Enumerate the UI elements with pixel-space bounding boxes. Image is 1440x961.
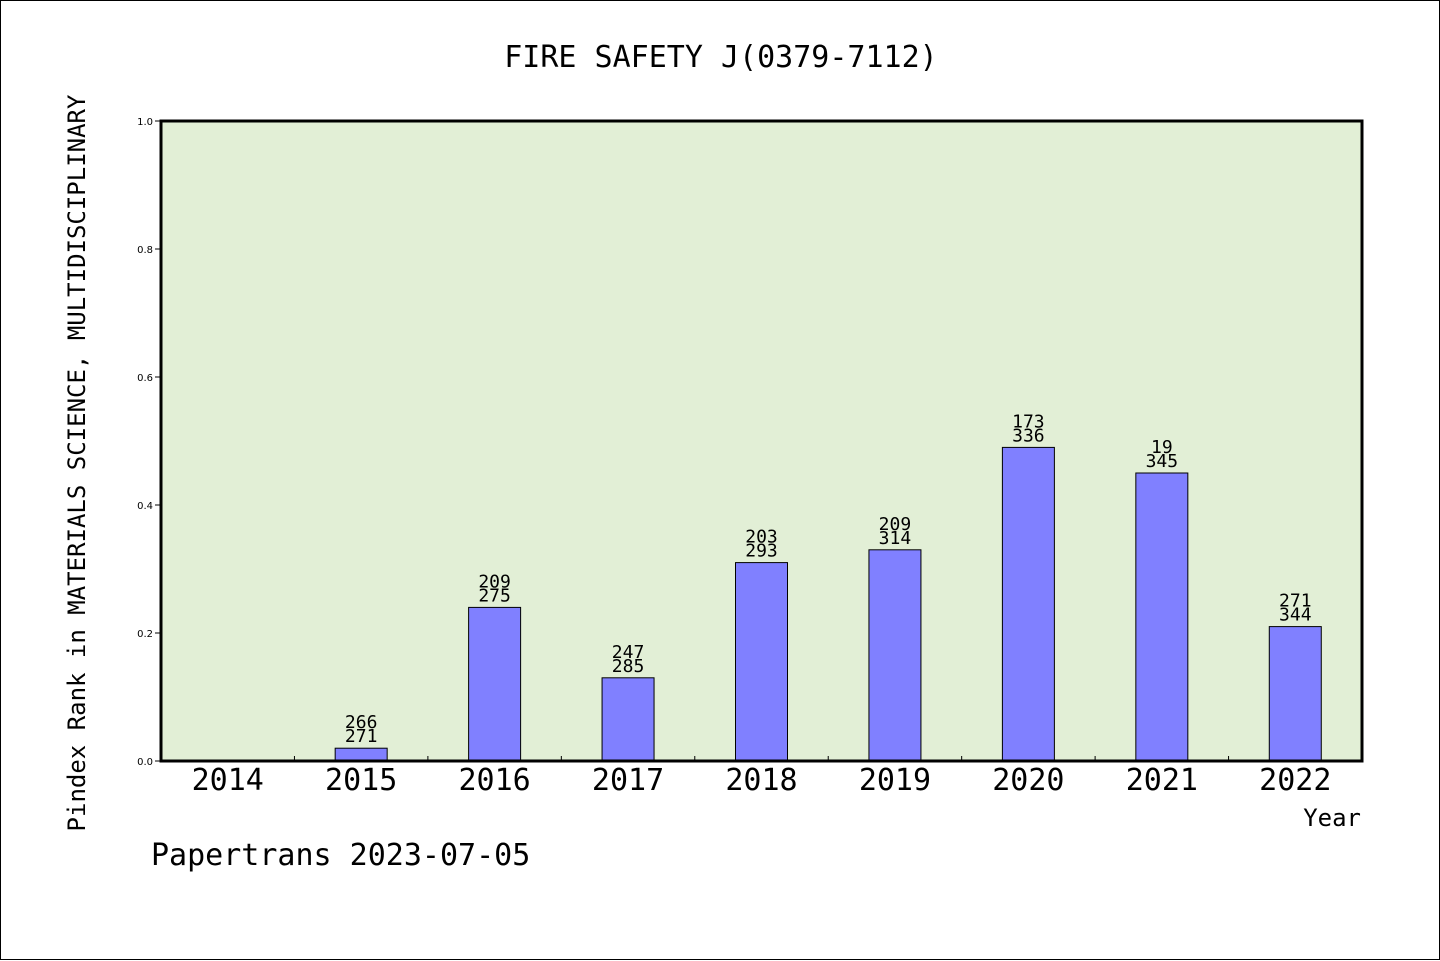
x-tick-label: 2020 bbox=[992, 763, 1064, 798]
bar-label-top: 209 bbox=[879, 514, 912, 535]
bar-label-top: 203 bbox=[745, 527, 778, 548]
y-tick-label: 1.0 bbox=[137, 117, 153, 128]
footer-credit: Papertrans 2023-07-05 bbox=[151, 838, 530, 873]
x-tick-label: 2021 bbox=[1126, 763, 1198, 798]
bar-label-top: 271 bbox=[1279, 591, 1312, 612]
y-tick-label: 0.6 bbox=[137, 373, 153, 384]
bar-2022 bbox=[1268, 626, 1322, 762]
y-axis-label: Pindex Rank in MATERIALS SCIENCE, MULTID… bbox=[63, 94, 91, 831]
bar-label-bottom: 285 bbox=[612, 656, 645, 677]
x-axis-label: Year bbox=[1303, 804, 1361, 832]
x-tick-label: 2022 bbox=[1259, 763, 1331, 798]
y-tick-label: 0.4 bbox=[137, 501, 153, 512]
y-tick-label: 0.2 bbox=[137, 629, 153, 640]
bar-label-bottom: 345 bbox=[1146, 451, 1179, 472]
bar-2020 bbox=[1001, 446, 1055, 762]
bar-label-top: 19 bbox=[1151, 437, 1173, 458]
bar-2019 bbox=[868, 549, 922, 762]
x-tick-label: 2015 bbox=[325, 763, 397, 798]
x-tick-label: 2014 bbox=[192, 763, 264, 798]
bar-label-top: 247 bbox=[612, 642, 645, 663]
bar-label-bottom: 314 bbox=[879, 528, 912, 549]
y-tick-label: 0.0 bbox=[137, 757, 153, 768]
bar-label-top: 266 bbox=[345, 712, 378, 733]
x-tick-label: 2016 bbox=[458, 763, 530, 798]
y-axis-ticks: 0.0 0.2 0.4 0.6 0.8 1.0 bbox=[137, 117, 161, 768]
bar-2018 bbox=[735, 562, 788, 762]
x-axis-ticks: 2014 2015 2016 2017 2018 2019 2020 2021 2022 bbox=[192, 756, 1331, 798]
bar-2015 bbox=[334, 747, 388, 762]
bar-2017 bbox=[601, 677, 655, 762]
bar-label-bottom: 271 bbox=[345, 726, 378, 747]
bars-layer bbox=[334, 446, 1322, 762]
plot-border bbox=[159, 119, 1364, 763]
bar-label-top: 173 bbox=[1012, 411, 1045, 432]
bar-labels: 2662712092752472852032932093141733361934… bbox=[345, 411, 1312, 747]
bar-2021 bbox=[1135, 472, 1189, 762]
bar-label-top: 209 bbox=[478, 571, 511, 592]
x-tick-label: 2017 bbox=[592, 763, 664, 798]
bar-label-bottom: 293 bbox=[745, 541, 778, 562]
bar-label-bottom: 336 bbox=[1012, 425, 1045, 446]
y-tick-label: 0.8 bbox=[137, 245, 153, 256]
bar-label-bottom: 275 bbox=[478, 585, 511, 606]
bar-label-bottom: 344 bbox=[1279, 605, 1312, 626]
x-tick-label: 2018 bbox=[725, 763, 797, 798]
chart-title: FIRE SAFETY J(0379-7112) bbox=[504, 40, 937, 75]
x-tick-label: 2019 bbox=[859, 763, 931, 798]
bar-2016 bbox=[468, 606, 522, 762]
